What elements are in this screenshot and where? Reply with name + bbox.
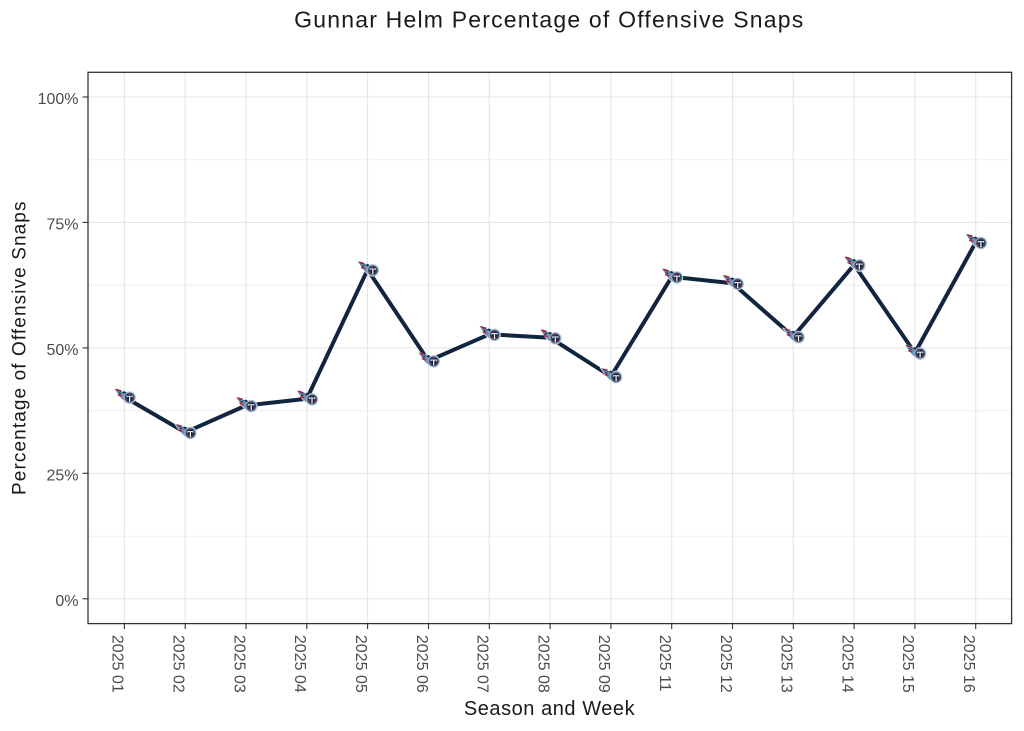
- svg-text:2025 15: 2025 15: [899, 635, 916, 693]
- svg-text:Season and Week: Season and Week: [464, 698, 636, 720]
- svg-text:50%: 50%: [46, 342, 78, 359]
- svg-text:2025 11: 2025 11: [656, 635, 673, 692]
- svg-text:2025 16: 2025 16: [960, 635, 977, 693]
- svg-text:2025 12: 2025 12: [717, 635, 734, 693]
- svg-text:Gunnar Helm Percentage of Offe: Gunnar Helm Percentage of Offensive Snap…: [294, 7, 804, 33]
- svg-text:2025 04: 2025 04: [291, 635, 308, 693]
- svg-text:2025 09: 2025 09: [595, 635, 612, 693]
- svg-text:2025 14: 2025 14: [838, 635, 855, 693]
- svg-text:2025 06: 2025 06: [413, 635, 430, 693]
- svg-text:0%: 0%: [55, 593, 78, 610]
- svg-text:2025 02: 2025 02: [170, 635, 187, 693]
- svg-text:25%: 25%: [46, 467, 78, 484]
- svg-text:75%: 75%: [46, 217, 78, 234]
- svg-text:2025 01: 2025 01: [109, 635, 126, 693]
- svg-text:2025 08: 2025 08: [534, 635, 551, 693]
- svg-text:2025 13: 2025 13: [778, 635, 795, 693]
- svg-text:2025 07: 2025 07: [474, 635, 491, 693]
- svg-text:2025 03: 2025 03: [230, 635, 247, 693]
- svg-text:Percentage of Offensive Snaps: Percentage of Offensive Snaps: [10, 200, 31, 495]
- svg-text:2025 05: 2025 05: [352, 635, 369, 693]
- svg-text:100%: 100%: [38, 91, 79, 108]
